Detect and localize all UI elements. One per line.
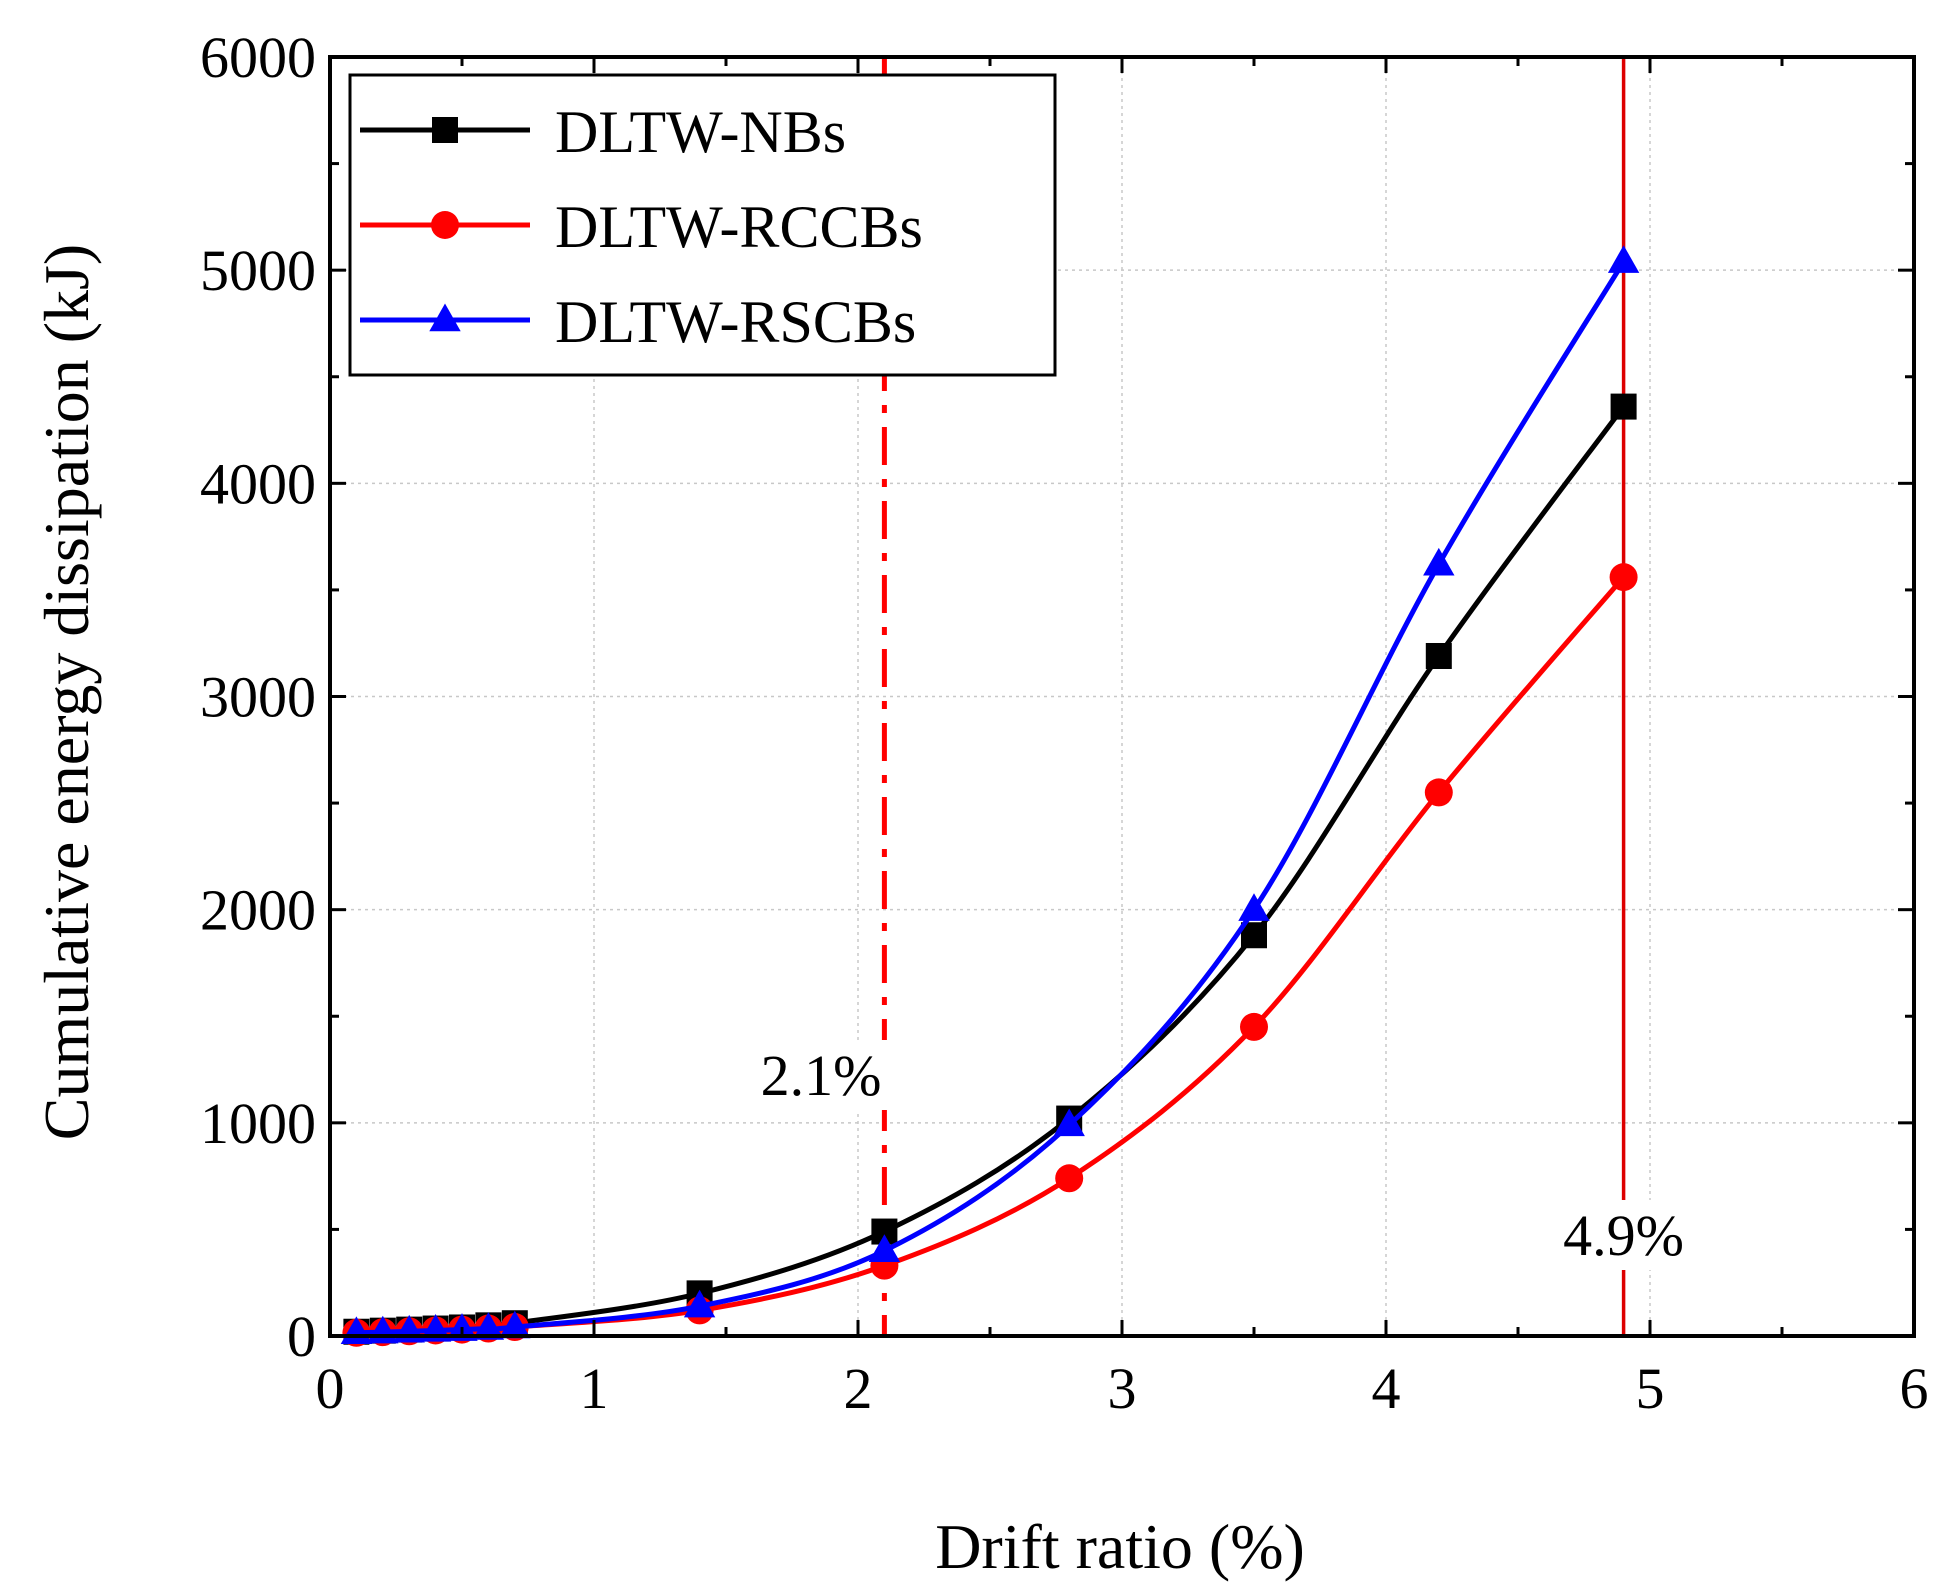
data-point — [1610, 393, 1637, 420]
x-tick-label: 4 — [1372, 1356, 1401, 1421]
data-point — [1240, 1012, 1268, 1041]
y-tick-label: 2000 — [200, 878, 316, 943]
y-tick-label: 1000 — [200, 1091, 316, 1156]
legend-swatch-marker — [431, 211, 459, 239]
data-point — [446, 1313, 478, 1341]
x-tick-label: 2 — [844, 1356, 873, 1421]
series-line — [356, 575, 1626, 1336]
legend-swatch-marker — [432, 117, 458, 143]
legend-item-dltw-nbs: DLTW-NBs — [360, 99, 846, 165]
x-tick-label: 0 — [316, 1356, 345, 1421]
data-series — [340, 245, 1640, 1347]
data-point — [683, 1289, 716, 1318]
data-point — [1424, 778, 1453, 807]
series-dltw-nbs — [343, 393, 1637, 1345]
x-tick-label: 3 — [1108, 1356, 1137, 1421]
x-tick-label: 6 — [1900, 1356, 1929, 1421]
x-tick-label: 5 — [1636, 1356, 1665, 1421]
data-point — [1053, 1108, 1085, 1137]
data-point — [1238, 893, 1270, 921]
data-point — [1607, 245, 1640, 273]
grid — [330, 57, 1914, 1336]
legend-label: DLTW-NBs — [555, 99, 846, 165]
y-tick-label: 4000 — [200, 451, 316, 516]
y-tick-label: 5000 — [200, 238, 316, 303]
legend-label: DLTW-RCCBs — [555, 194, 923, 260]
series-line — [356, 405, 1626, 1335]
y-axis-title: Cumulative energy dissipation (kJ) — [31, 244, 102, 1140]
reference-label-bg — [741, 1040, 902, 1110]
y-tick-label: 3000 — [200, 665, 316, 730]
data-point — [1425, 642, 1452, 669]
x-axis-title: Drift ratio (%) — [935, 1511, 1305, 1582]
data-point — [499, 1310, 531, 1339]
y-tick-label: 0 — [287, 1304, 316, 1369]
x-tick-label: 1 — [580, 1356, 609, 1421]
data-point — [1423, 547, 1455, 576]
reference-label-1: 2.1% — [761, 1043, 882, 1108]
reference-label-2: 4.9% — [1563, 1203, 1684, 1268]
data-point — [1609, 563, 1638, 592]
data-point — [868, 1234, 901, 1262]
y-tick-label: 6000 — [200, 25, 316, 90]
series-dltw-rccbs — [342, 563, 1638, 1347]
axes: 0 1 2 3 4 5 6 0 1000 2000 3000 4000 5000 6000 — [200, 25, 1929, 1421]
legend-label: DLTW-RSCBs — [555, 289, 916, 355]
data-point — [1055, 1164, 1084, 1193]
data-point — [472, 1312, 505, 1340]
legend: DLTW-NBs DLTW-RCCBs DLTW-RSCBs — [348, 73, 1057, 377]
legend-swatch-marker — [429, 303, 461, 332]
legend-item-dltw-rscbs: DLTW-RSCBs — [360, 289, 916, 355]
legend-item-dltw-rccbs: DLTW-RCCBs — [360, 194, 923, 260]
reference-label-bg — [1543, 1200, 1704, 1270]
